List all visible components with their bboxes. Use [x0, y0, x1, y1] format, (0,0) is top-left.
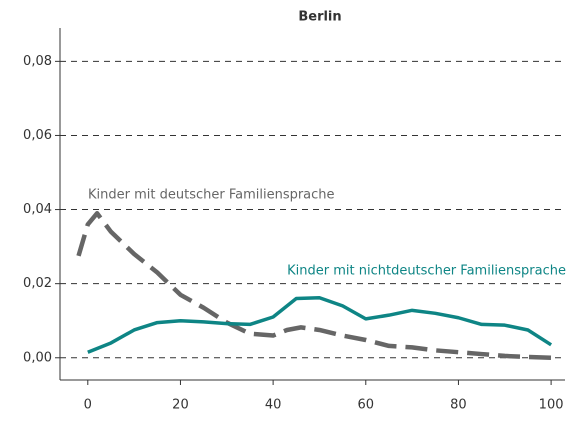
- x-tick-label: 40: [265, 398, 282, 413]
- x-tick-label: 100: [539, 398, 564, 413]
- x-tick-label: 20: [172, 398, 189, 413]
- y-tick-label: 0,00: [23, 350, 52, 365]
- series-label: Kinder mit nichtdeutscher Familiensprach…: [287, 264, 566, 279]
- x-tick-label: 80: [450, 398, 467, 413]
- series-label: Kinder mit deutscher Familiensprache: [88, 188, 335, 203]
- y-tick-label: 0,02: [23, 276, 52, 291]
- x-tick-label: 0: [84, 398, 92, 413]
- series-line: [76, 211, 552, 361]
- y-tick-label: 0,08: [23, 54, 52, 69]
- series-line: [87, 295, 553, 354]
- y-tick-label: 0,04: [23, 202, 52, 217]
- y-tick-label: 0,06: [23, 128, 52, 143]
- chart-title: Berlin: [298, 10, 341, 25]
- x-tick-label: 60: [358, 398, 375, 413]
